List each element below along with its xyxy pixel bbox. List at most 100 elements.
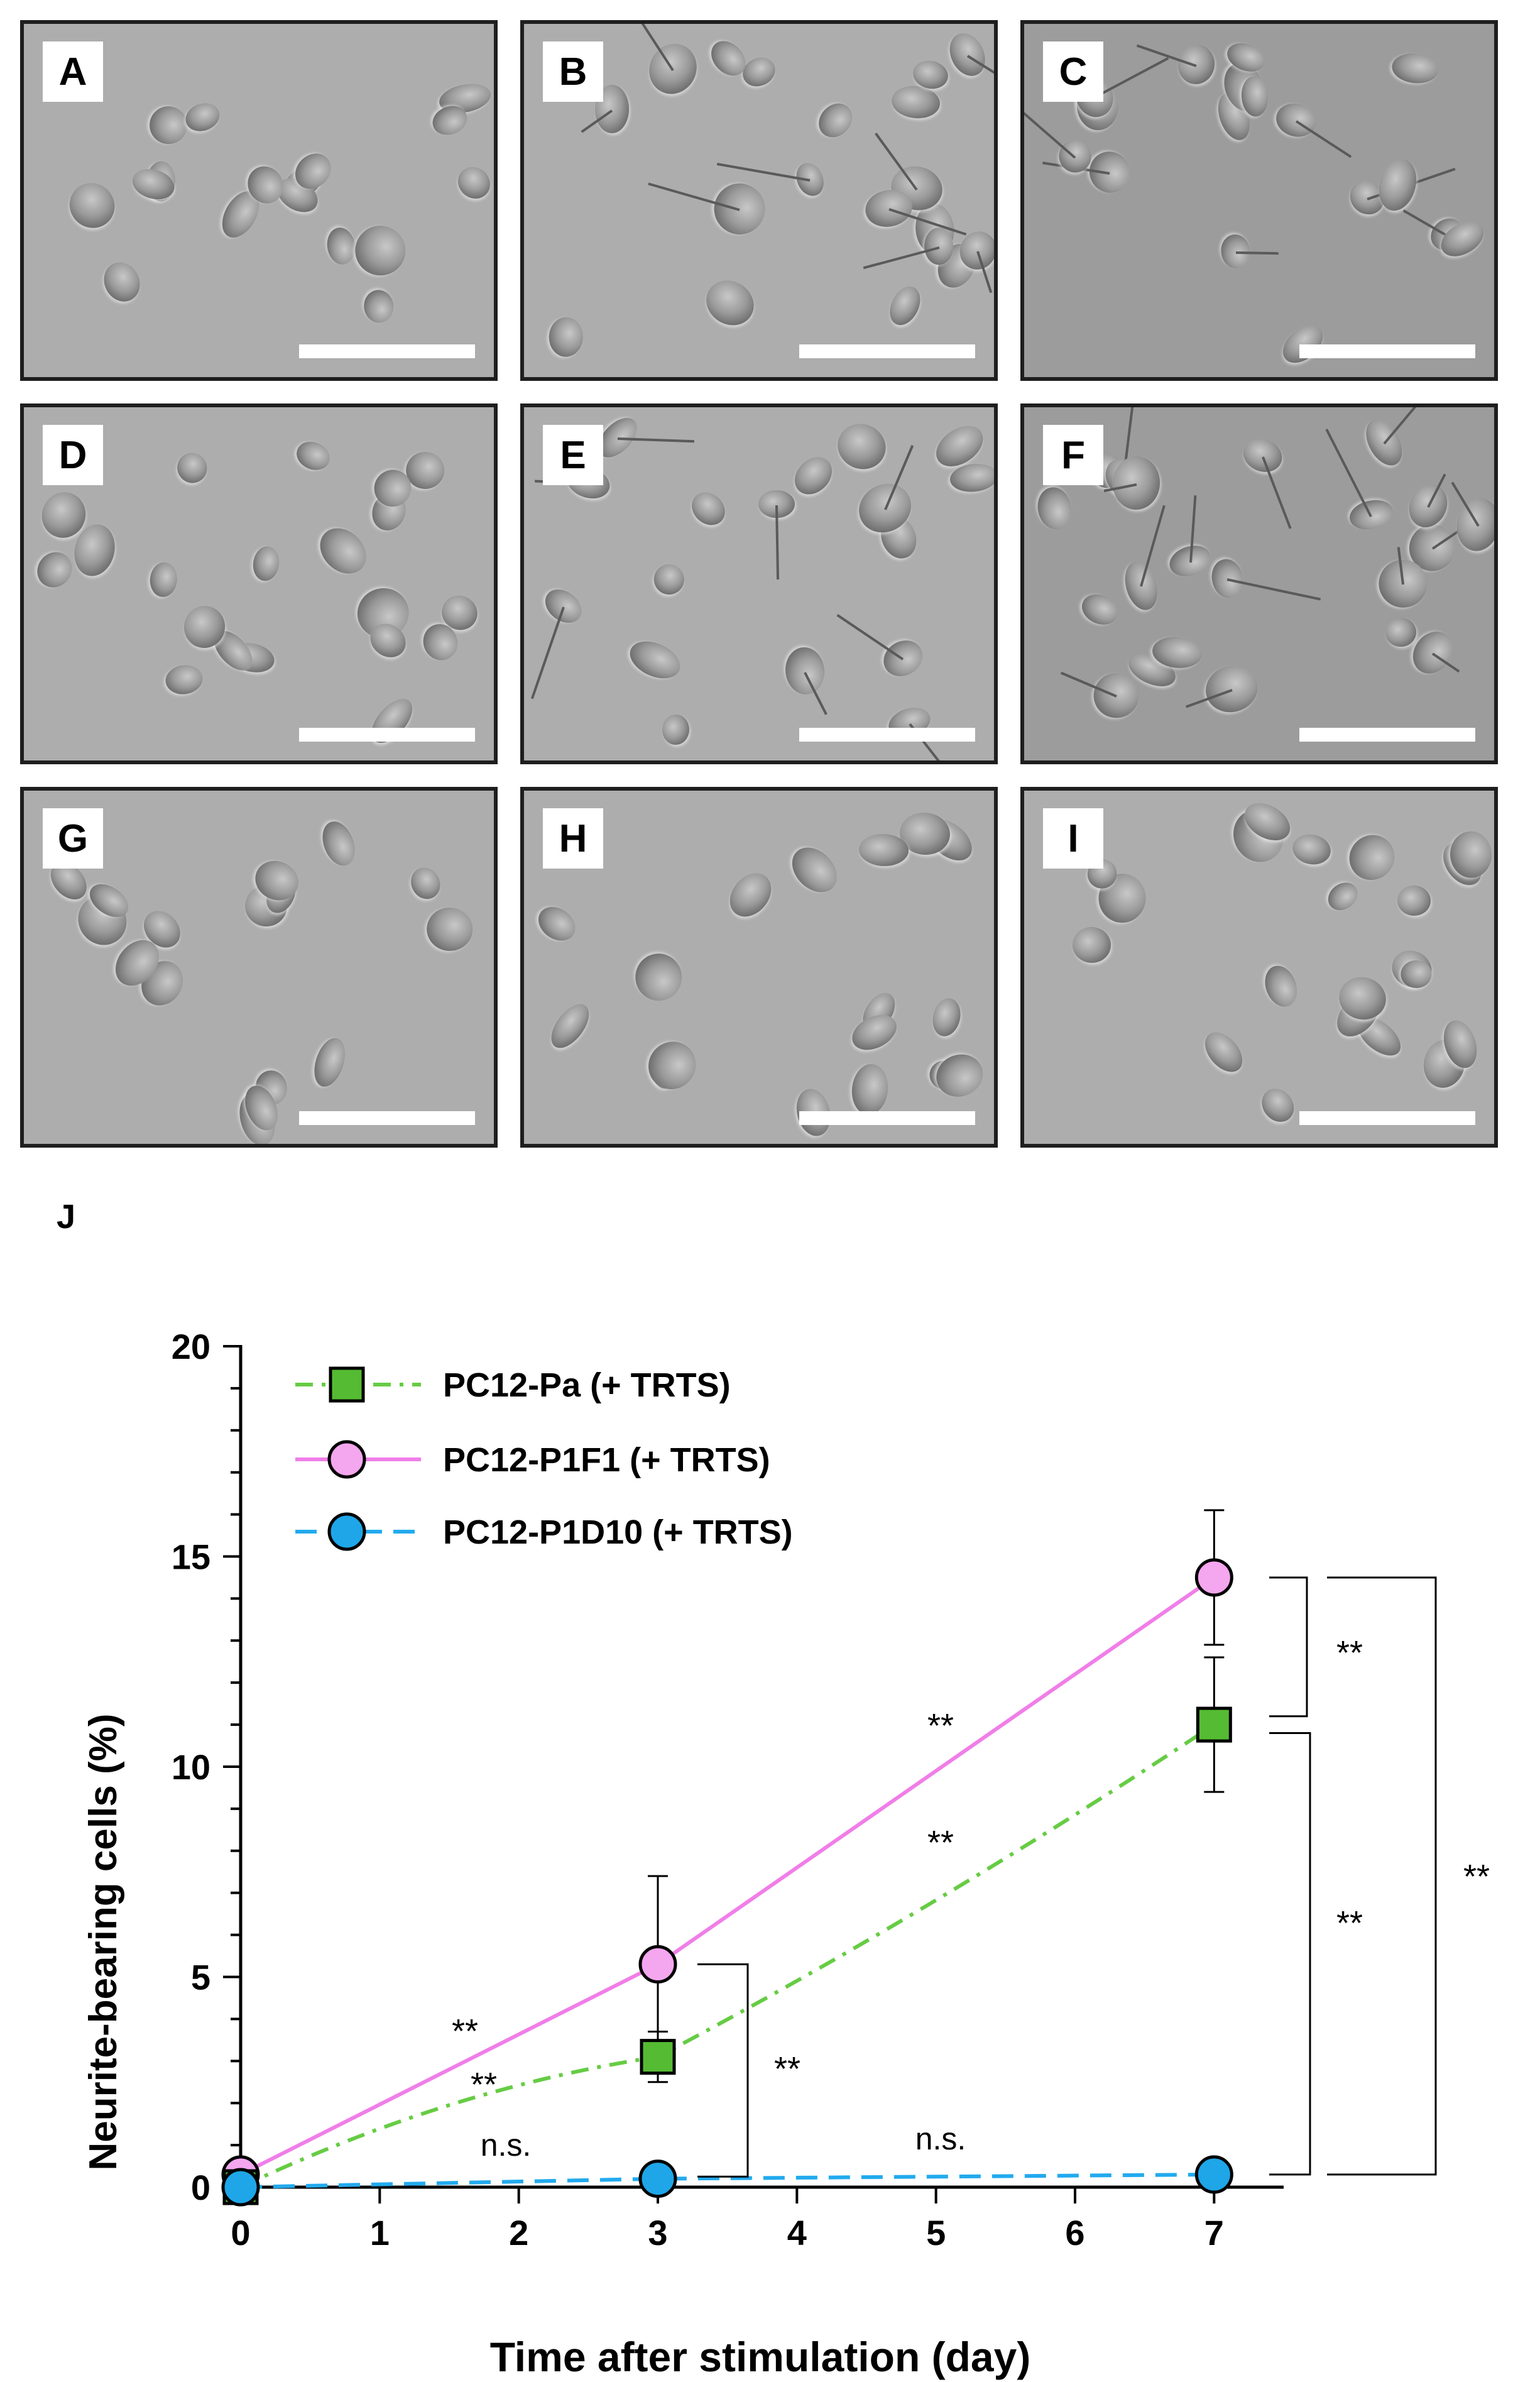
x-tick-label: 5 (926, 2213, 946, 2253)
series-p1d10-point (221, 2168, 260, 2207)
series-p1f1-legend-label: PC12-P1F1 (+ TRTS) (443, 1441, 770, 1479)
sig-bracket-day3: ** (774, 2050, 800, 2088)
x-tick-label: 1 (370, 2213, 390, 2253)
cell (547, 316, 584, 358)
panel-label: F (1043, 425, 1103, 485)
sig-p1d10-day0-3: n.s. (481, 2127, 532, 2163)
series-p1d10-line (240, 2172, 1215, 2189)
cell (849, 1062, 891, 1117)
micrograph-panel: H (520, 787, 998, 1148)
series-p1d10-legend-label: PC12-P1D10 (+ TRTS) (443, 1513, 793, 1551)
series-lines (239, 1576, 1216, 2189)
x-tick-label: 2 (509, 2213, 528, 2253)
panel-label: H (543, 808, 603, 869)
series-pa-point (640, 2039, 676, 2075)
x-axis-label: Time after stimulation (day) (490, 2334, 1031, 2380)
y-tick-label: 20 (172, 1327, 210, 1366)
scale-bar (1299, 1111, 1475, 1125)
y-tick-label: 5 (191, 1958, 210, 1997)
panel-label: B (543, 41, 603, 102)
cell (406, 862, 446, 904)
cell (890, 84, 941, 121)
chart-ticks: 0 5 10 15 20 0 1 2 3 4 5 6 7 (172, 1327, 1224, 2253)
cell (182, 98, 224, 136)
cell (1453, 495, 1494, 555)
cell (948, 461, 994, 494)
cell (405, 451, 445, 490)
cell (1072, 926, 1112, 963)
cell (783, 645, 827, 697)
cell (60, 173, 124, 238)
panel-label: D (43, 425, 103, 485)
cell (1390, 51, 1440, 85)
neurite (1295, 120, 1352, 158)
cell (172, 447, 212, 488)
bracket-day3 (697, 1963, 749, 2178)
x-tick-label: 4 (787, 2213, 807, 2253)
series-p1d10-legend-marker (327, 1512, 366, 1551)
sig-p1f1-day3-7: ** (927, 1707, 954, 1745)
neurite (1226, 578, 1321, 601)
micrograph-panel: G (20, 787, 498, 1148)
cell (1322, 877, 1363, 916)
sig-bracket-day7-p1f1-pa: ** (1336, 1634, 1363, 1672)
cell (148, 561, 178, 598)
series-pa-point (1196, 1706, 1232, 1743)
cell (1255, 1082, 1301, 1128)
cell (787, 449, 840, 502)
cell (634, 952, 684, 1002)
sig-p1f1-day0-3: ** (452, 2012, 478, 2050)
cell (831, 416, 893, 476)
cell (1396, 884, 1432, 917)
micrograph-panel: I (1020, 787, 1498, 1148)
cell (452, 160, 494, 206)
x-tick-label: 7 (1204, 2213, 1224, 2253)
cell (309, 1034, 351, 1091)
error-bars (231, 1509, 1225, 2188)
cell (697, 272, 763, 334)
series-p1f1-line (239, 1576, 1216, 2176)
sig-pa-day0-3: ** (471, 2066, 497, 2104)
series-pa-legend-label: PC12-Pa (+ TRTS) (443, 1366, 731, 1404)
series-p1f1-legend-marker (327, 1440, 366, 1479)
cell (251, 544, 281, 583)
micrograph-panel: A (20, 20, 498, 381)
cell (812, 97, 860, 145)
y-tick-label: 10 (172, 1747, 210, 1787)
cell (164, 662, 205, 697)
cell (1077, 589, 1123, 630)
cell (685, 485, 732, 532)
cell (363, 691, 420, 751)
micrograph-grid: A B C D E F G H I (20, 20, 1515, 1156)
cell (324, 225, 358, 267)
cell (532, 899, 582, 948)
cell (97, 256, 147, 308)
series-markers (221, 1558, 1233, 2207)
significance-annotations: ** ** n.s. ** ** n.s. ** ** ** ** (452, 1576, 1490, 2178)
series-p1f1-point (1194, 1558, 1233, 1597)
micrograph-panel: D (20, 403, 498, 764)
x-tick-label: 0 (231, 2213, 250, 2253)
y-tick-label: 0 (191, 2168, 210, 2207)
y-axis-label: Neurite-bearing cells (%) (82, 1714, 125, 2171)
cell (648, 558, 690, 600)
cell (1385, 617, 1416, 647)
sig-p1d10-day3-7: n.s. (915, 2121, 966, 2156)
panel-label: A (43, 41, 103, 102)
scale-bar (1299, 344, 1475, 358)
chart-legend: PC12-Pa (+ TRTS) PC12-P1F1 (+ TRTS) PC12-P… (295, 1366, 793, 1551)
scale-bar (799, 728, 975, 742)
cell (662, 714, 690, 746)
micrograph-panel: B (520, 20, 998, 381)
panel-label: I (1043, 808, 1103, 869)
micrograph-panel: E (520, 403, 998, 764)
cell (362, 288, 396, 325)
micrograph-panel: F (1020, 403, 1498, 764)
neurite (1094, 57, 1169, 99)
cell (883, 282, 926, 331)
sig-bracket-day7-pa-p1d10: ** (1336, 1904, 1363, 1942)
scale-bar (799, 344, 975, 358)
bracket-day7-p1f1-pa (1269, 1576, 1308, 1718)
cell (929, 995, 964, 1039)
scale-bar (299, 344, 475, 358)
